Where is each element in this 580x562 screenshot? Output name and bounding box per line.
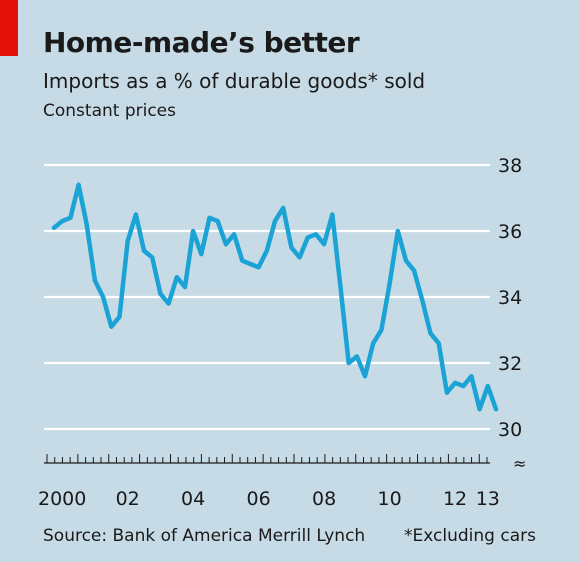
- y-tick-label-34: 34: [498, 287, 522, 309]
- y-tick-label-36: 36: [498, 221, 522, 243]
- x-tick-label-08: 08: [312, 488, 336, 510]
- chart-subtitle: Imports as a % of durable goods* sold: [43, 69, 426, 93]
- footnote: *Excluding cars: [404, 526, 536, 546]
- chart-unit-note: Constant prices: [43, 101, 176, 121]
- y-tick-label-32: 32: [498, 353, 522, 375]
- source-note: Source: Bank of America Merrill Lynch: [43, 526, 366, 546]
- x-tick-label-04: 04: [181, 488, 205, 510]
- x-tick-label-2000: 2000: [38, 488, 86, 510]
- x-tick-label-13: 13: [476, 488, 500, 510]
- x-tick-label-02: 02: [116, 488, 140, 510]
- y-tick-label-38: 38: [498, 155, 522, 177]
- chart-title: Home-made’s better: [43, 26, 360, 59]
- x-tick-label-10: 10: [377, 488, 401, 510]
- x-tick-label-12: 12: [443, 488, 467, 510]
- brand-accent-tag: [0, 0, 18, 56]
- x-tick-label-06: 06: [247, 488, 271, 510]
- series-line-imports-share: [51, 182, 499, 412]
- axis-break-symbol: ≈: [513, 454, 526, 473]
- y-tick-label-30: 30: [498, 419, 522, 441]
